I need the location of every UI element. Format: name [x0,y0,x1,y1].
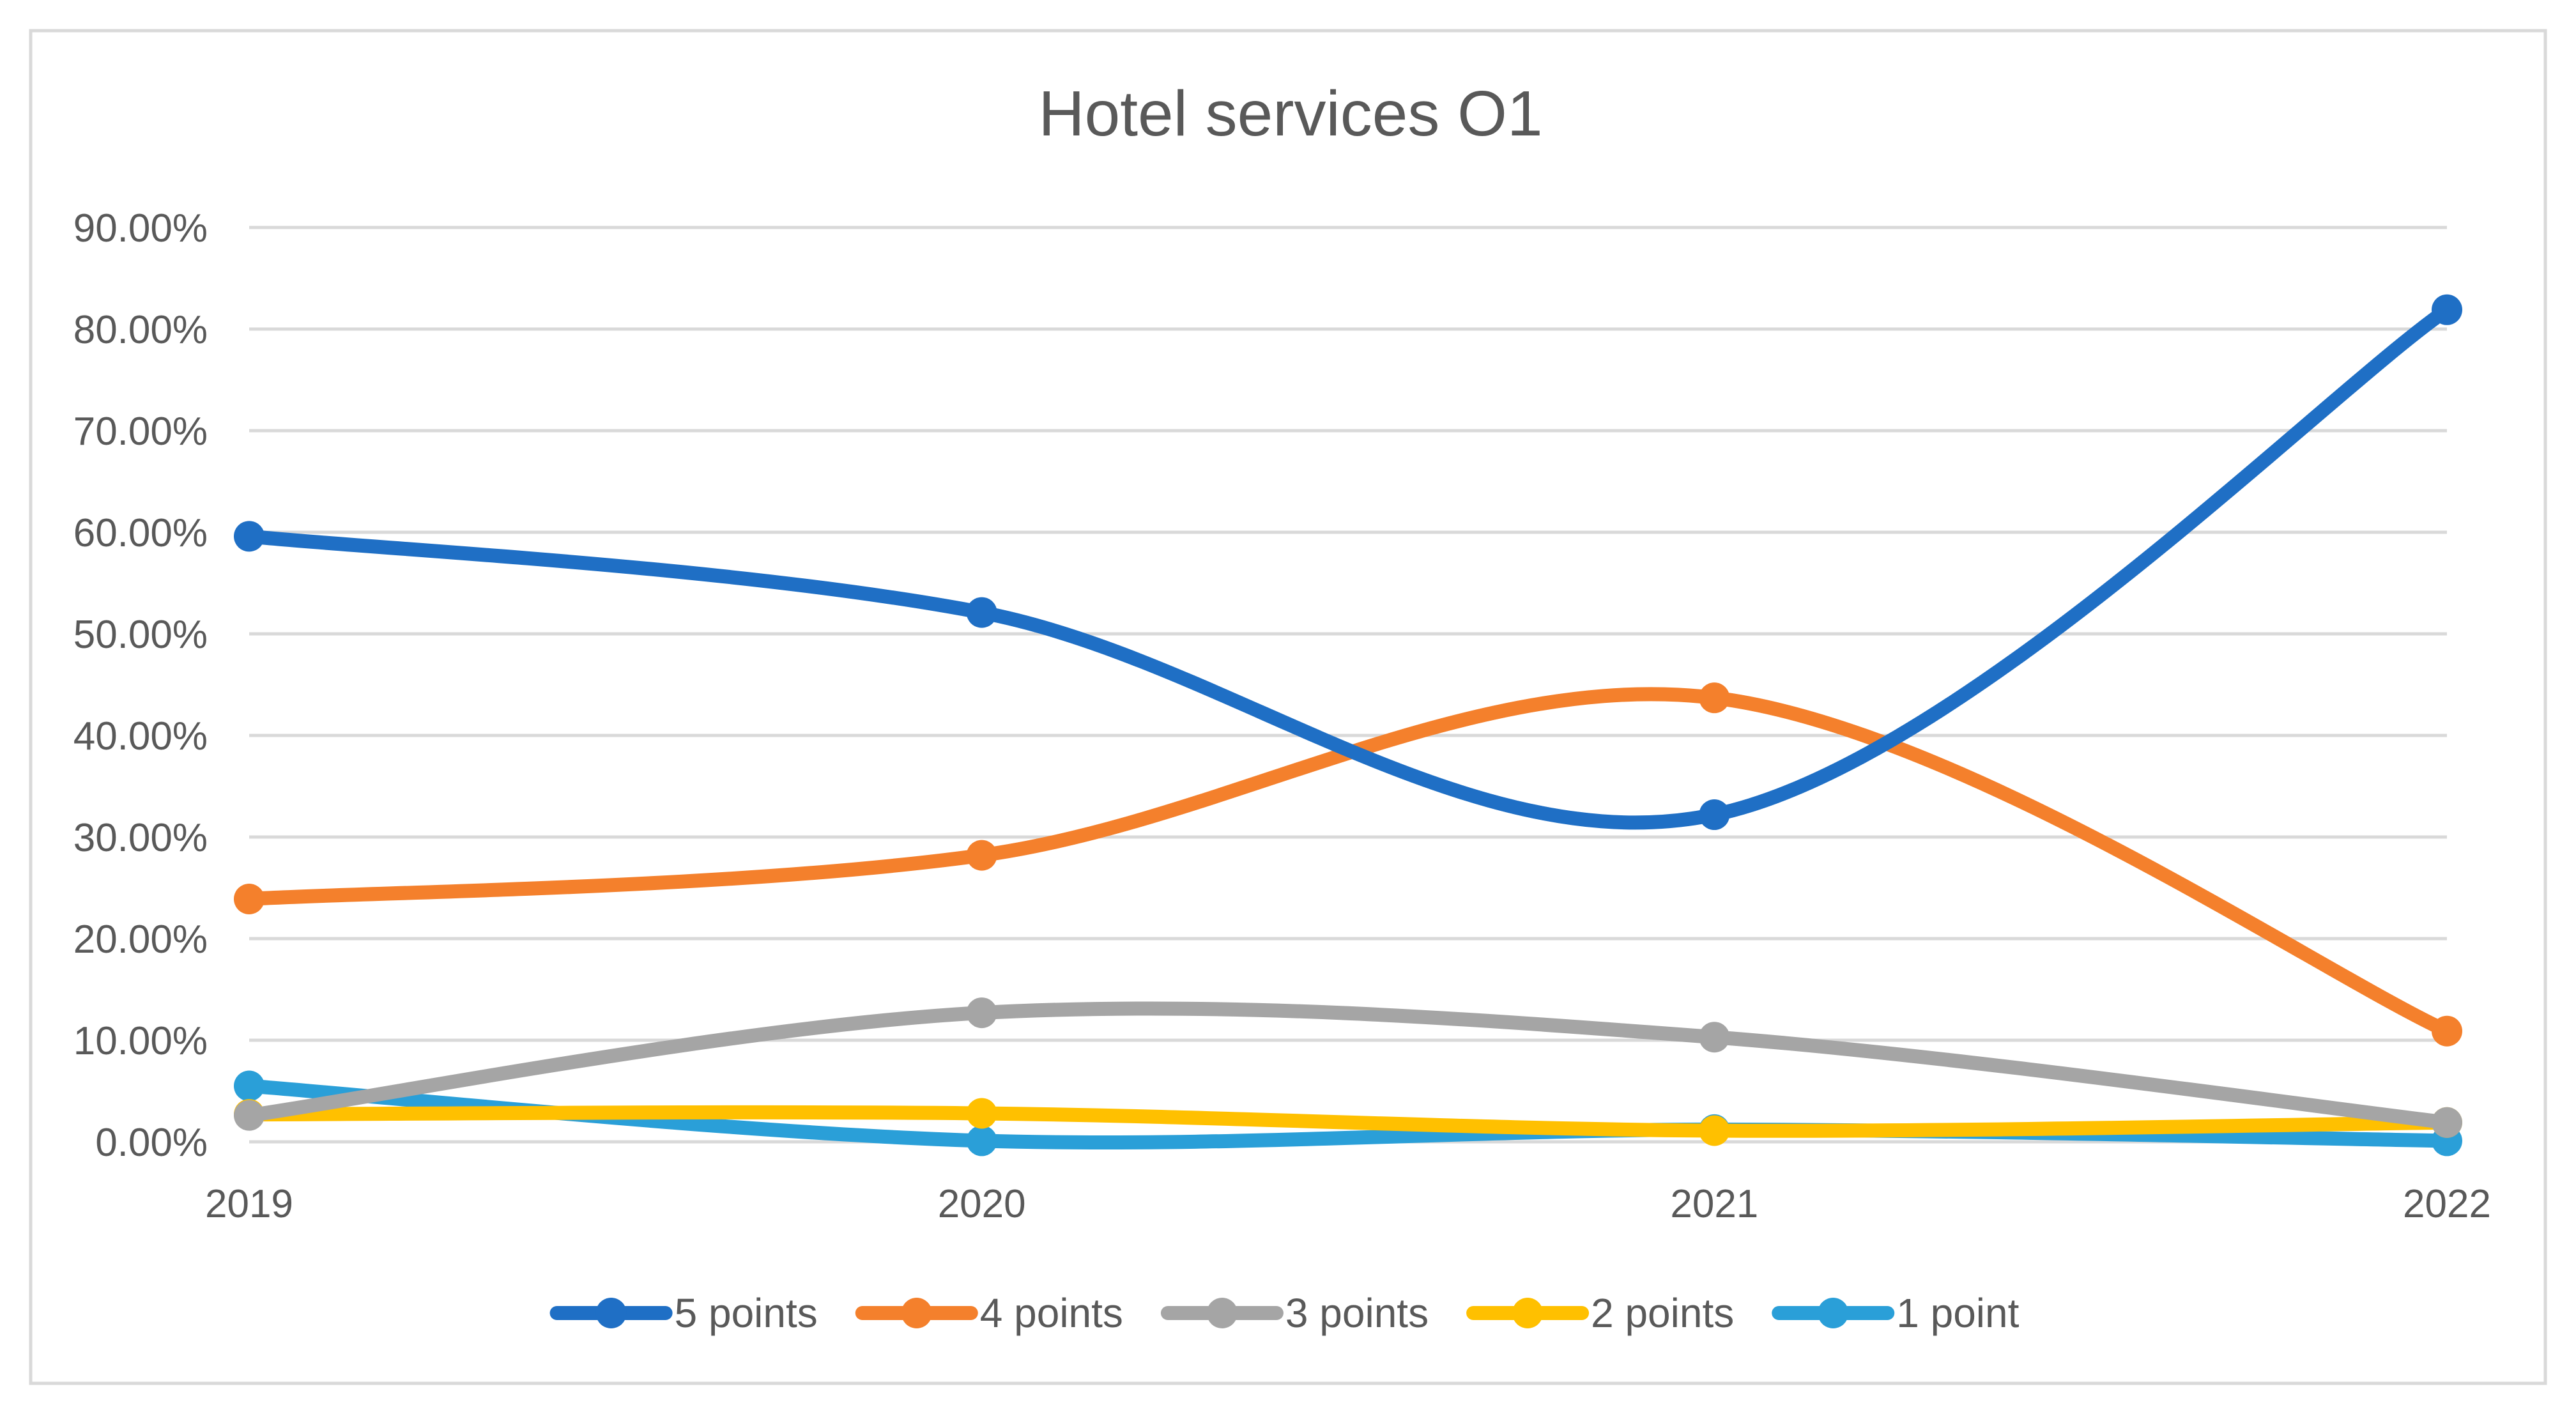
chart-title: Hotel services O1 [1038,78,1542,150]
series-line [242,302,2454,830]
series-lines [234,294,2462,1157]
data-point [1699,1115,1730,1146]
chart-border [29,29,2547,1385]
y-tick-label: 50.00% [73,613,208,657]
series-4-points [234,682,2462,1047]
legend-swatch-marker [1818,1298,1849,1328]
y-tick-label: 10.00% [73,1019,208,1063]
series-line [242,1001,2454,1130]
y-tick-label: 40.00% [73,714,208,758]
data-point [234,1100,264,1131]
legend-label: 2 points [1591,1290,1734,1336]
x-axis-tick-labels: 2019 2020 2021 2022 [205,1182,2491,1226]
y-axis-tick-labels: 0.00% 10.00% 20.00% 30.00% 40.00% 50.00% 60.00… [73,206,208,1165]
series-line [242,1105,2454,1138]
x-tick-label: 2020 [938,1182,1026,1226]
legend-swatch-marker [1206,1298,1238,1328]
data-point [234,521,264,552]
data-point [966,997,997,1029]
legend: 5 points 4 points 3 points 2 points 1 point [549,1290,2020,1336]
data-point [1699,799,1730,831]
legend-item: 3 points [1160,1290,1429,1336]
data-point [1699,1022,1730,1053]
data-point [234,883,264,914]
legend-label: 5 points [675,1290,818,1336]
y-tick-label: 80.00% [73,308,208,352]
y-tick-label: 90.00% [73,206,208,250]
data-point [966,840,997,871]
legend-item: 1 point [1772,1290,2020,1336]
data-point [2432,1015,2462,1047]
legend-label: 1 point [1896,1290,2019,1336]
legend-label: 3 points [1285,1290,1429,1336]
data-point [234,1070,264,1102]
legend-swatch-marker [595,1298,627,1328]
data-point [2432,294,2462,325]
legend-item: 4 points [855,1290,1123,1336]
series-line [242,687,2454,1038]
y-tick-label: 60.00% [73,511,208,555]
data-point [966,597,997,628]
y-tick-label: 30.00% [73,816,208,860]
data-point [966,1098,997,1129]
legend-item: 5 points [549,1290,818,1336]
data-point [2432,1107,2462,1138]
series-5-points [234,294,2462,831]
y-tick-label: 0.00% [95,1121,208,1165]
x-tick-label: 2019 [205,1182,293,1226]
legend-item: 2 points [1466,1290,1734,1336]
gridlines [249,226,2447,1144]
legend-swatch-marker [901,1298,932,1328]
data-point [966,1125,997,1157]
y-tick-label: 20.00% [73,918,208,962]
x-tick-label: 2021 [1670,1182,1758,1226]
x-tick-label: 2022 [2403,1182,2491,1226]
y-tick-label: 70.00% [73,410,208,454]
legend-label: 4 points [980,1290,1123,1336]
data-point [1699,682,1730,714]
series-3-points [234,997,2462,1138]
legend-swatch-marker [1512,1298,1544,1328]
